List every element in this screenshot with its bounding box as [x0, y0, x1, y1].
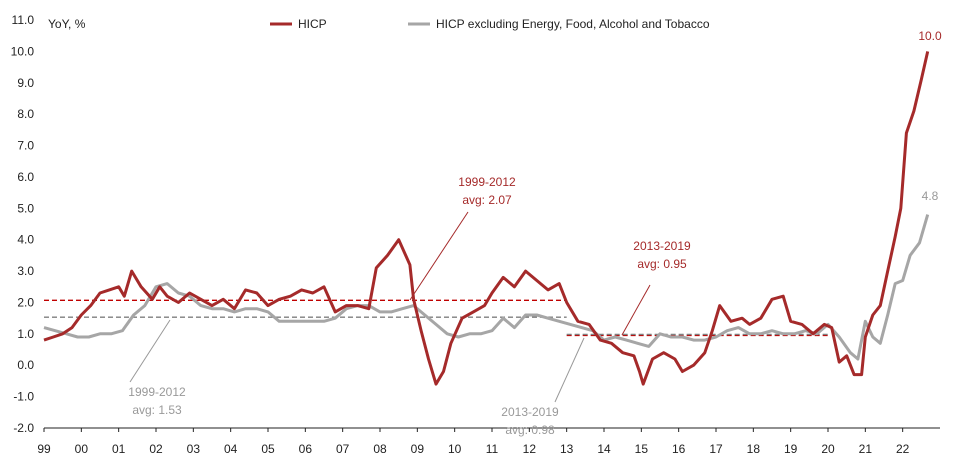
annotation-1999-2012-core-line2: avg: 1.53 — [132, 403, 182, 417]
x-tick-label: 15 — [635, 442, 649, 456]
y-tick-label: 3.0 — [17, 264, 34, 278]
x-tick-label: 05 — [261, 442, 275, 456]
annotation-2013-2019-hicp-line2: avg: 0.95 — [637, 257, 687, 271]
series-line-core — [43, 214, 930, 361]
x-tick-label: 20 — [821, 442, 835, 456]
y-tick-label: 7.0 — [17, 139, 34, 153]
y-tick-label: 1.0 — [17, 327, 34, 341]
y-tick-label: 9.0 — [17, 76, 34, 90]
legend-label-core: HICP excluding Energy, Food, Alcohol and… — [436, 17, 710, 31]
x-tick-label: 01 — [112, 442, 126, 456]
x-tick-label: 14 — [597, 442, 611, 456]
y-axis-ticks: -2.0 -1.0 0.0 1.0 2.0 3.0 4.0 5.0 6.0 7.0 8.0 9.0 10… — [11, 13, 35, 435]
x-tick-label: 16 — [672, 442, 686, 456]
annotation-1999-2012-hicp-line1: 1999-2012 — [458, 175, 516, 189]
y-tick-label: -1.0 — [13, 390, 34, 404]
legend-label-hicp: HICP — [298, 17, 327, 31]
y-tick-label: 0.0 — [17, 358, 34, 372]
annotation-2013-2019-hicp-line1: 2013-2019 — [633, 239, 691, 253]
x-tick-label: 02 — [149, 442, 163, 456]
x-tick-label: 22 — [896, 442, 910, 456]
y-axis-label: YoY, % — [48, 17, 86, 31]
x-tick-label: 17 — [709, 442, 723, 456]
x-tick-label: 21 — [859, 442, 873, 456]
end-label-hicp: 10.0 — [918, 29, 942, 43]
x-tick-label: 06 — [299, 442, 313, 456]
annotation-1999-2012-hicp-line2: avg: 2.07 — [462, 193, 512, 207]
y-tick-label: 2.0 — [17, 295, 34, 309]
x-tick-label: 00 — [75, 442, 89, 456]
y-tick-label: 4.0 — [17, 233, 34, 247]
y-tick-label: 5.0 — [17, 201, 34, 215]
x-axis-ticks: 99 00 01 02 03 04 05 06 07 08 09 10 11 12 13 14 15 16 17 18… — [37, 428, 910, 456]
annotation-leaders — [129, 211, 651, 403]
x-tick-label: 04 — [224, 442, 238, 456]
average-lines — [44, 299, 828, 337]
leader-2013-2019-hicp — [621, 284, 651, 336]
annotation-1999-2012-core-line1: 1999-2012 — [128, 385, 186, 399]
x-tick-label: 10 — [448, 442, 462, 456]
x-tick-label: 13 — [560, 442, 574, 456]
series-line-hicp — [43, 51, 930, 386]
end-label-core: 4.8 — [922, 189, 939, 203]
x-tick-label: 18 — [747, 442, 761, 456]
annotation-2013-2019-core-line2: avg: 0.98 — [505, 423, 555, 437]
y-tick-label: 6.0 — [17, 170, 34, 184]
annotation-2013-2019-core-line1: 2013-2019 — [501, 405, 559, 419]
x-tick-label: 09 — [411, 442, 425, 456]
y-tick-label: 10.0 — [11, 44, 35, 58]
x-tick-label: 19 — [784, 442, 798, 456]
x-tick-label: 99 — [37, 442, 51, 456]
y-tick-label: -2.0 — [13, 421, 34, 435]
x-tick-label: 08 — [373, 442, 387, 456]
leader-2013-2019-core — [554, 337, 585, 403]
legend: HICP HICP excluding Energy, Food, Alcoho… — [270, 17, 710, 31]
y-tick-label: 11.0 — [12, 13, 35, 27]
x-tick-label: 03 — [187, 442, 201, 456]
x-tick-label: 07 — [336, 442, 350, 456]
y-tick-label: 8.0 — [17, 107, 34, 121]
x-tick-label: 12 — [523, 442, 537, 456]
series-lines — [43, 51, 930, 386]
leader-1999-2012-hicp — [409, 211, 469, 301]
x-tick-label: 11 — [486, 442, 499, 456]
leader-1999-2012-core — [129, 319, 171, 383]
